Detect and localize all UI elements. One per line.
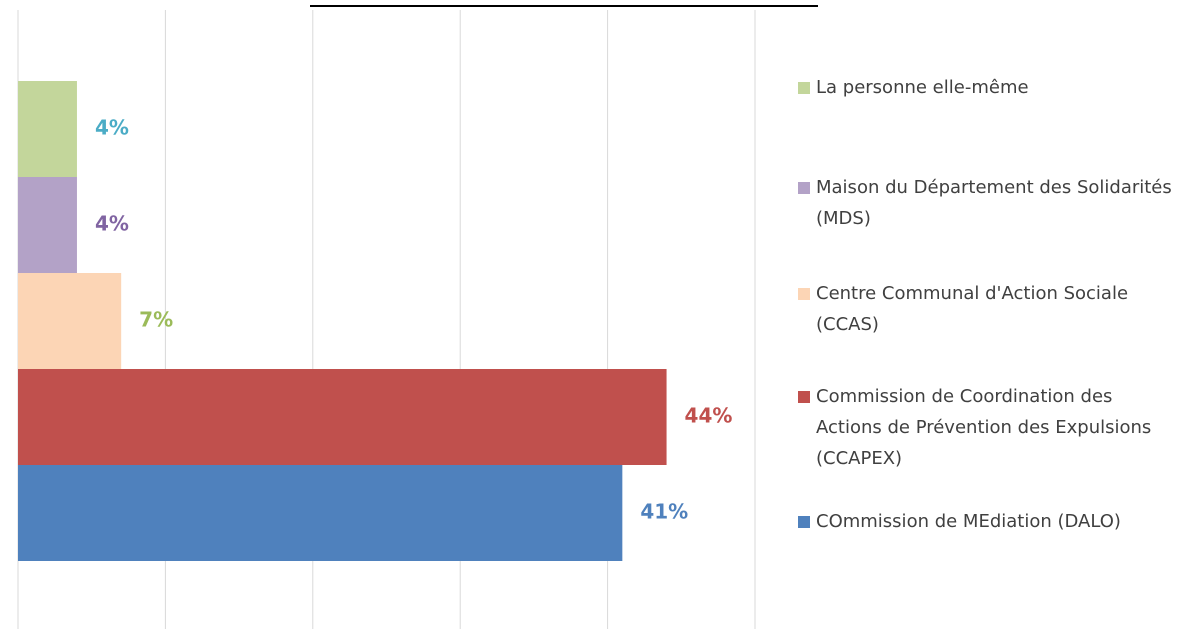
legend-item: Maison du Département des Solidarités (M… [798, 172, 1178, 234]
legend-label: COmmission de MEdiation (DALO) [816, 511, 1121, 532]
bar [18, 369, 667, 465]
legend-swatch [798, 182, 810, 194]
data-label: 4% [95, 116, 129, 140]
bar [18, 81, 77, 177]
data-label: 41% [640, 500, 688, 524]
data-label: 4% [95, 212, 129, 236]
legend-label: Centre Communal d'Action Sociale (CCAS) [816, 283, 1129, 335]
bar [18, 177, 77, 273]
legend-label: Maison du Département des Solidarités (M… [816, 177, 1172, 229]
legend-label: Commission de Coordination des Actions d… [816, 386, 1152, 469]
legend-item: La personne elle-même [798, 72, 1178, 103]
data-label: 7% [139, 308, 173, 332]
legend-item: COmmission de MEdiation (DALO) [798, 506, 1178, 537]
legend-swatch [798, 391, 810, 403]
legend-swatch [798, 288, 810, 300]
legend-item: Centre Communal d'Action Sociale (CCAS) [798, 278, 1178, 340]
legend-item: Commission de Coordination des Actions d… [798, 381, 1178, 474]
legend-swatch [798, 82, 810, 94]
legend-label: La personne elle-même [816, 77, 1029, 98]
bar [18, 465, 623, 561]
bar [18, 273, 122, 369]
data-label: 44% [685, 404, 733, 428]
legend-swatch [798, 516, 810, 528]
